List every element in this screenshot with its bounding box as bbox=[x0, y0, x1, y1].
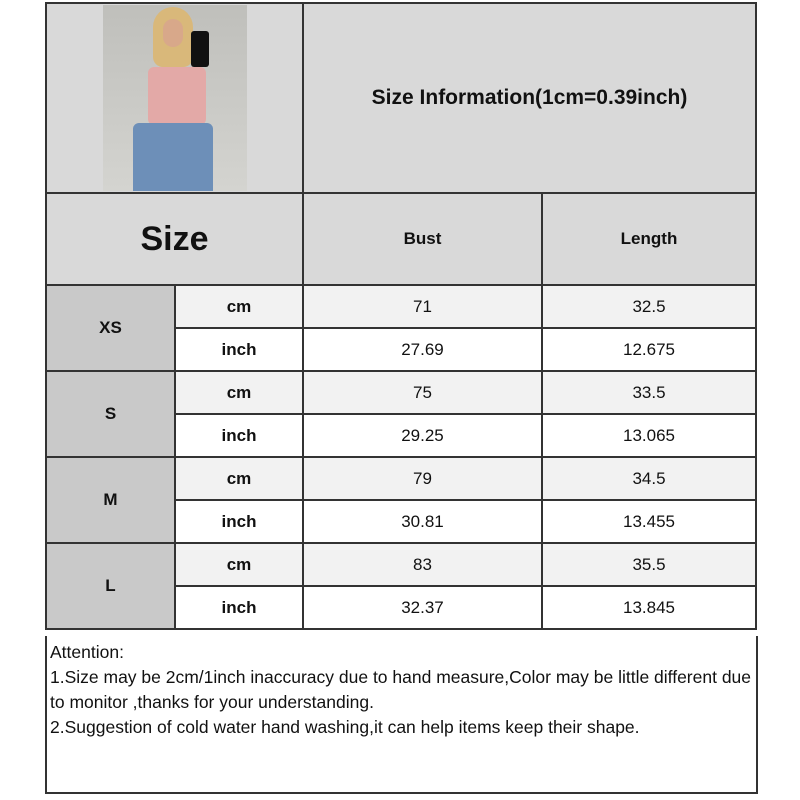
size-header: Size bbox=[45, 192, 304, 286]
bust-value: 79 bbox=[302, 456, 543, 501]
product-photo bbox=[102, 5, 247, 191]
length-value: 35.5 bbox=[540, 542, 758, 587]
size-label: L bbox=[45, 542, 176, 630]
size-label: XS bbox=[45, 284, 176, 372]
bust-value: 29.25 bbox=[302, 413, 543, 458]
unit-label: cm bbox=[174, 456, 304, 501]
size-label: M bbox=[45, 456, 176, 544]
bust-value: 75 bbox=[302, 370, 543, 415]
attention-notes: Attention: 1.Size may be 2cm/1inch inacc… bbox=[45, 636, 758, 794]
unit-label: inch bbox=[174, 499, 304, 544]
attention-line-1: 1.Size may be 2cm/1inch inaccuracy due t… bbox=[50, 667, 752, 712]
unit-label: inch bbox=[174, 585, 304, 630]
length-value: 34.5 bbox=[540, 456, 758, 501]
table-row: inch 30.81 13.455 bbox=[46, 499, 758, 544]
size-table: Size Information(1cm=0.39inch) Size Bust… bbox=[45, 2, 758, 630]
bust-value: 71 bbox=[302, 284, 543, 329]
bust-header: Bust bbox=[302, 192, 543, 286]
size-label: S bbox=[45, 370, 176, 458]
length-value: 12.675 bbox=[540, 327, 758, 372]
length-value: 13.845 bbox=[540, 585, 758, 630]
product-image-cell bbox=[45, 2, 304, 194]
unit-label: cm bbox=[174, 284, 304, 329]
bust-value: 32.37 bbox=[302, 585, 543, 630]
bust-value: 27.69 bbox=[302, 327, 543, 372]
table-row: XS cm 71 32.5 bbox=[45, 284, 758, 372]
table-row: inch 32.37 13.845 bbox=[46, 585, 758, 630]
unit-label: cm bbox=[174, 542, 304, 587]
unit-label: inch bbox=[174, 327, 304, 372]
bust-value: 83 bbox=[302, 542, 543, 587]
attention-line-2: 2.Suggestion of cold water hand washing,… bbox=[50, 717, 640, 737]
size-chart: Size Information(1cm=0.39inch) Size Bust… bbox=[45, 2, 758, 630]
unit-label: cm bbox=[174, 370, 304, 415]
bust-value: 30.81 bbox=[302, 499, 543, 544]
length-value: 33.5 bbox=[540, 370, 758, 415]
length-header: Length bbox=[540, 192, 758, 286]
table-row: inch 29.25 13.065 bbox=[46, 413, 758, 458]
length-value: 13.455 bbox=[540, 499, 758, 544]
attention-title: Attention: bbox=[50, 642, 124, 662]
unit-label: inch bbox=[174, 413, 304, 458]
length-value: 13.065 bbox=[540, 413, 758, 458]
chart-title: Size Information(1cm=0.39inch) bbox=[301, 2, 758, 194]
table-row: inch 27.69 12.675 bbox=[46, 327, 758, 372]
length-value: 32.5 bbox=[540, 284, 758, 329]
